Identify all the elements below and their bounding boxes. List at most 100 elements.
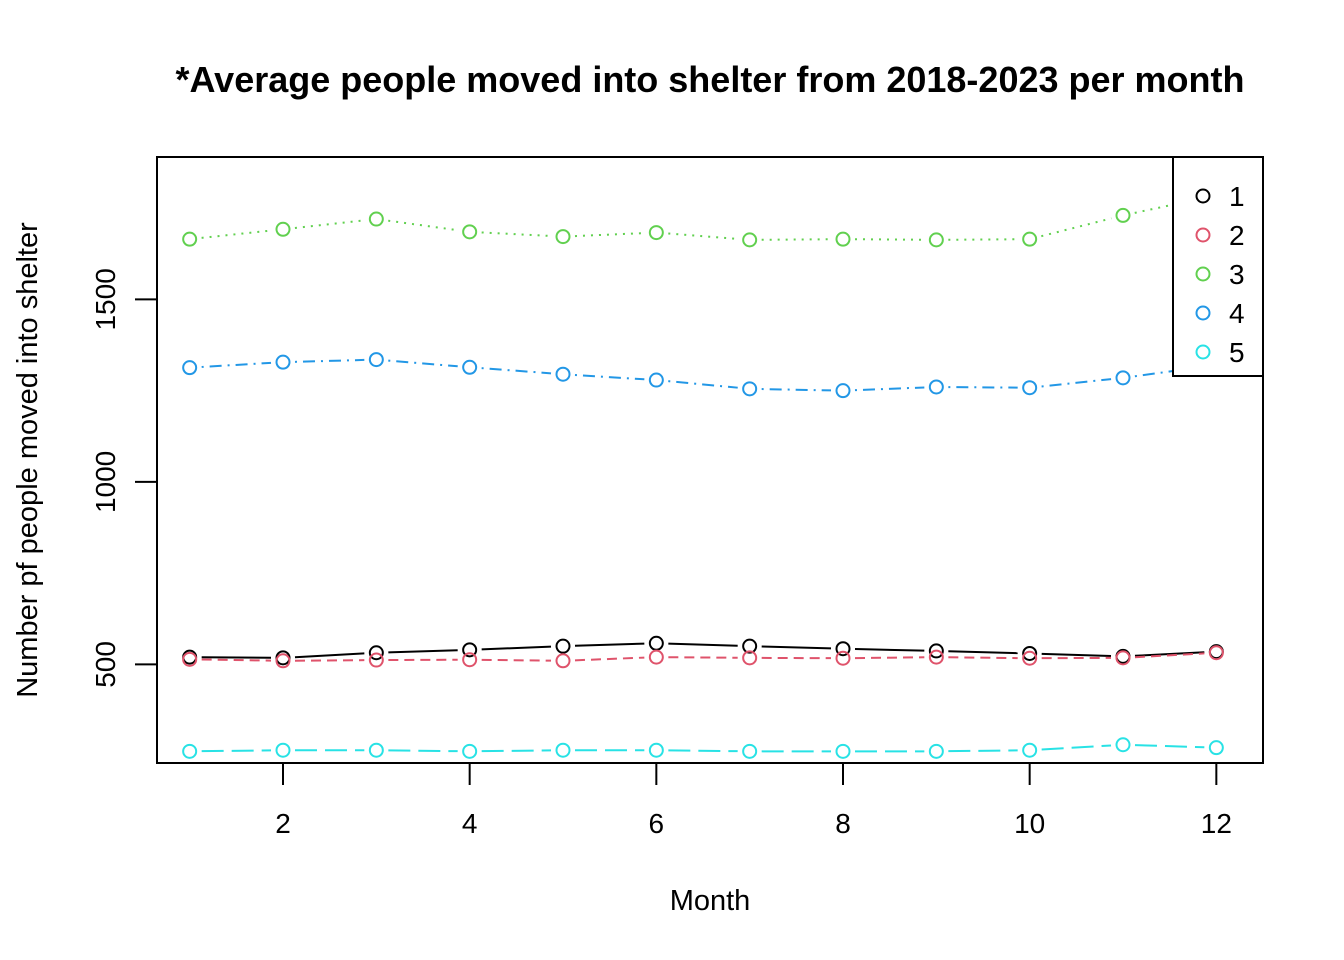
data-point [742, 743, 758, 759]
series-line-segment [948, 650, 1018, 655]
series-line-segment [668, 656, 738, 659]
data-point [928, 649, 944, 665]
data-point [368, 742, 384, 758]
legend-label: 2 [1229, 220, 1245, 251]
data-point [648, 635, 664, 651]
series-line-segment [948, 238, 1018, 241]
series-line-segment [388, 749, 458, 753]
series-line-segment [854, 648, 925, 652]
series-line-segment [854, 656, 925, 660]
series-1 [182, 635, 1224, 666]
data-point [835, 743, 851, 759]
series-2 [182, 645, 1224, 669]
data-point [835, 383, 851, 399]
data-point [462, 652, 478, 668]
data-point [555, 229, 571, 245]
data-point [1115, 207, 1131, 223]
chart-title: *Average people moved into shelter from … [176, 59, 1245, 100]
data-point [928, 743, 944, 759]
series-line-segment [668, 232, 738, 240]
series-line-segment [294, 219, 365, 229]
series-line-segment [574, 642, 645, 647]
series-line-segment [201, 361, 272, 368]
data-point [182, 360, 198, 376]
series-line-segment [388, 649, 458, 654]
series-line-segment [574, 373, 645, 381]
data-point [648, 649, 664, 665]
data-point [1115, 370, 1131, 386]
series-line-segment [948, 386, 1018, 389]
legend-box [1172, 156, 1264, 377]
series-line-segment [481, 645, 552, 651]
series-line-segment [1134, 744, 1205, 749]
data-point [835, 650, 851, 666]
data-point [1022, 650, 1038, 666]
series-line-segment [201, 656, 272, 659]
series-line-segment [294, 659, 365, 662]
series-line-segment [574, 232, 645, 238]
data-point [275, 742, 291, 758]
series-line-segment [1041, 378, 1112, 388]
data-point [835, 231, 851, 247]
data-point [1022, 742, 1038, 758]
series-5 [182, 737, 1224, 759]
series-line-segment [481, 749, 552, 753]
data-point [742, 232, 758, 248]
series-line-segment [761, 238, 832, 241]
x-tick-label: 12 [1201, 808, 1232, 839]
data-point [1208, 740, 1224, 756]
legend-label: 3 [1229, 259, 1245, 290]
legend-label: 4 [1229, 298, 1245, 329]
series-line-segment [388, 219, 458, 232]
series-line-segment [1041, 652, 1112, 658]
data-point [368, 645, 384, 661]
data-point [1115, 737, 1131, 753]
y-axis-label: Number pf people moved into shelter [12, 222, 44, 698]
data-point [368, 652, 384, 668]
series-line-segment [668, 380, 738, 389]
x-axis: 2 4 6 8 10 12 [275, 762, 1232, 839]
data-point [182, 651, 198, 667]
x-axis-label: Month [670, 885, 751, 917]
data-point [1208, 645, 1224, 661]
data-point [275, 653, 291, 669]
series-line-segment [1134, 651, 1205, 657]
series-line-segment [948, 749, 1018, 753]
x-tick-label: 2 [275, 808, 291, 839]
y-tick-label: 1000 [90, 451, 121, 513]
series-line-segment [854, 238, 925, 241]
data-point [742, 381, 758, 397]
data-point [275, 354, 291, 370]
data-point [648, 742, 664, 758]
data-point [555, 638, 571, 654]
series-line-segment [1041, 217, 1112, 238]
data-point [275, 221, 291, 237]
series-line-segment [201, 749, 272, 753]
data-point [1022, 645, 1038, 661]
data-point [555, 366, 571, 382]
series-line-segment [668, 749, 738, 753]
data-point [742, 638, 758, 654]
series-line-segment [948, 656, 1018, 660]
legend: 1 2 3 4 5 [1172, 156, 1264, 377]
y-axis: 500 1000 1500 [90, 268, 158, 688]
data-point [928, 232, 944, 248]
data-point [648, 372, 664, 388]
series-line-segment [201, 229, 272, 239]
series-line-segment [1134, 365, 1205, 378]
data-point [462, 224, 478, 240]
legend-swatch [1195, 305, 1211, 321]
data-point [462, 359, 478, 375]
y-tick-label: 1500 [90, 268, 121, 330]
data-point [555, 742, 571, 758]
series-layer [182, 187, 1224, 759]
y-tick-label: 500 [90, 641, 121, 688]
legend-label: 1 [1229, 181, 1245, 212]
series-4 [182, 352, 1224, 399]
series-3 [182, 187, 1224, 248]
x-tick-label: 10 [1014, 808, 1045, 839]
series-line-segment [668, 642, 738, 647]
legend-swatch [1195, 344, 1211, 360]
